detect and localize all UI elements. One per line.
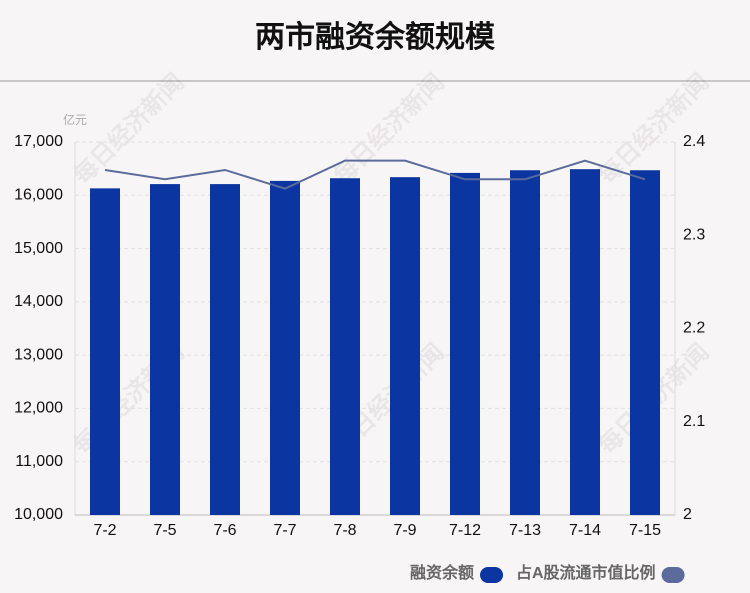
bar [150, 184, 180, 516]
y-tick-label: 10,000 [14, 506, 63, 523]
x-tick-label: 7-14 [569, 522, 601, 539]
y-tick-label: 14,000 [14, 293, 63, 310]
x-tick-label: 7-12 [449, 522, 481, 539]
bar [330, 178, 360, 515]
chart-title: 两市融资余额规模 [255, 20, 495, 54]
y-tick-label: 16,000 [14, 187, 63, 204]
legend-swatch [480, 567, 504, 583]
y-unit: 亿元 [63, 112, 87, 127]
legend-swatch [661, 567, 685, 583]
x-tick-label: 7-13 [509, 522, 541, 539]
y-tick-label: 11,000 [15, 453, 63, 470]
bar [90, 188, 120, 515]
y2-tick-label: 2 [683, 506, 692, 523]
bar [210, 184, 240, 516]
y-tick-label: 17,000 [14, 133, 63, 150]
x-tick-label: 7-9 [393, 522, 416, 539]
y-tick-label: 13,000 [14, 346, 63, 363]
x-tick-label: 7-5 [153, 522, 176, 539]
x-tick-label: 7-7 [273, 522, 296, 539]
y2-tick-label: 2.1 [683, 413, 705, 430]
y2-tick-label: 2.3 [683, 226, 705, 243]
bar [450, 172, 480, 516]
x-tick-label: 7-8 [333, 522, 356, 539]
line-series [104, 159, 646, 190]
bar [510, 170, 540, 515]
bar [570, 169, 600, 515]
x-tick-label: 7-2 [93, 522, 116, 539]
x-tick-label: 7-6 [213, 522, 236, 539]
bar [270, 180, 300, 516]
bar [630, 170, 660, 515]
y2-tick-label: 2.4 [683, 133, 705, 150]
bar [390, 177, 420, 515]
x-tick-label: 7-15 [629, 522, 661, 539]
y2-tick-label: 2.2 [683, 320, 705, 337]
y-tick-label: 15,000 [14, 240, 63, 257]
legend-label: 融资余额 [410, 563, 474, 582]
legend-label: 占A股流通市值比例 [516, 563, 656, 582]
y-tick-label: 12,000 [14, 400, 63, 417]
